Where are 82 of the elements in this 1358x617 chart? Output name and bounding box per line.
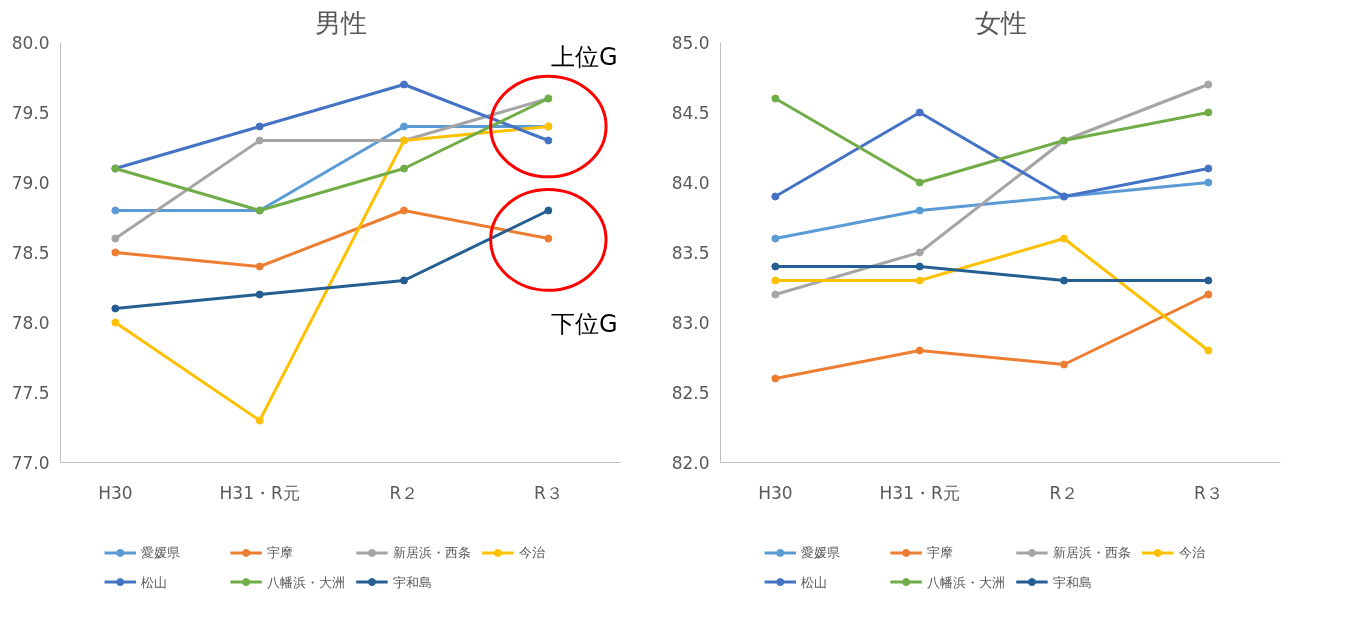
y-tick-label: 79.5 — [11, 103, 50, 123]
y-tick-label: 78.5 — [11, 243, 50, 263]
point — [915, 262, 924, 271]
y-tick-label: 79.0 — [11, 173, 50, 193]
point — [1060, 234, 1069, 243]
point — [915, 206, 924, 215]
legend-label: 愛媛県 — [801, 545, 841, 561]
point — [1204, 178, 1213, 187]
legend-label: 新居浜・西条 — [1052, 545, 1131, 561]
x-tick-label: R３ — [533, 482, 563, 503]
point — [771, 374, 780, 383]
point — [1204, 346, 1213, 355]
annotation: 上位G — [551, 42, 618, 71]
legend-label: 宇和島 — [1052, 574, 1092, 590]
point — [915, 276, 924, 285]
y-tick-label: 80.0 — [11, 33, 50, 53]
point — [915, 178, 924, 187]
point — [1204, 80, 1213, 89]
legend-label: 今治 — [1178, 545, 1205, 561]
y-tick-label: 77.0 — [11, 453, 50, 473]
point — [915, 248, 924, 257]
y-tick-label: 78.0 — [11, 313, 50, 333]
point — [544, 136, 553, 145]
y-tick-label: 83.0 — [671, 313, 710, 333]
point — [915, 346, 924, 355]
legend-label: 新居浜・西条 — [392, 545, 471, 561]
point — [255, 416, 264, 425]
point — [915, 108, 924, 117]
legend-label: 松山 — [801, 574, 828, 590]
point — [255, 122, 264, 131]
y-tick-label: 85.0 — [671, 33, 710, 53]
point — [1204, 290, 1213, 299]
legend-label: 八幡浜・大洲 — [266, 574, 345, 590]
point — [771, 234, 780, 243]
point — [1204, 108, 1213, 117]
point — [400, 80, 409, 89]
x-tick-label: H30 — [758, 482, 793, 503]
point — [111, 234, 120, 243]
legend-label: 愛媛県 — [141, 545, 181, 561]
y-tick-label: 83.5 — [671, 243, 710, 263]
x-tick-label: R２ — [1049, 482, 1079, 503]
point — [544, 234, 553, 243]
point — [400, 122, 409, 131]
point — [400, 164, 409, 173]
point — [771, 276, 780, 285]
point — [255, 290, 264, 299]
point — [1204, 276, 1213, 285]
point — [111, 304, 120, 313]
point — [771, 262, 780, 271]
legend-label: 今治 — [518, 545, 545, 561]
point — [400, 206, 409, 215]
legend-label: 八幡浜・大洲 — [926, 574, 1005, 590]
y-tick-label: 82.5 — [671, 383, 710, 403]
point — [771, 290, 780, 299]
point — [1060, 360, 1069, 369]
chart-title: 男性 — [314, 7, 367, 38]
x-tick-label: R３ — [1193, 482, 1223, 503]
chart-title: 女性 — [974, 7, 1027, 38]
legend-label: 宇和島 — [392, 574, 432, 590]
y-tick-label: 82.0 — [671, 453, 710, 473]
point — [771, 192, 780, 201]
point — [771, 94, 780, 103]
x-tick-label: R２ — [389, 482, 419, 503]
point — [544, 206, 553, 215]
point — [111, 318, 120, 327]
y-tick-label: 77.5 — [11, 383, 50, 403]
point — [1204, 164, 1213, 173]
point — [1060, 276, 1069, 285]
point — [400, 276, 409, 285]
point — [111, 206, 120, 215]
legend-label: 宇摩 — [926, 545, 953, 561]
legend-label: 松山 — [141, 574, 168, 590]
x-tick-label: H31・R元 — [219, 482, 300, 503]
y-tick-label: 84.0 — [671, 173, 710, 193]
x-tick-label: H31・R元 — [879, 482, 960, 503]
annotation: 下位G — [551, 309, 618, 338]
y-tick-label: 84.5 — [671, 103, 710, 123]
legend-label: 宇摩 — [266, 545, 293, 561]
point — [255, 262, 264, 271]
point — [111, 248, 120, 257]
x-tick-label: H30 — [98, 482, 133, 503]
point — [255, 136, 264, 145]
